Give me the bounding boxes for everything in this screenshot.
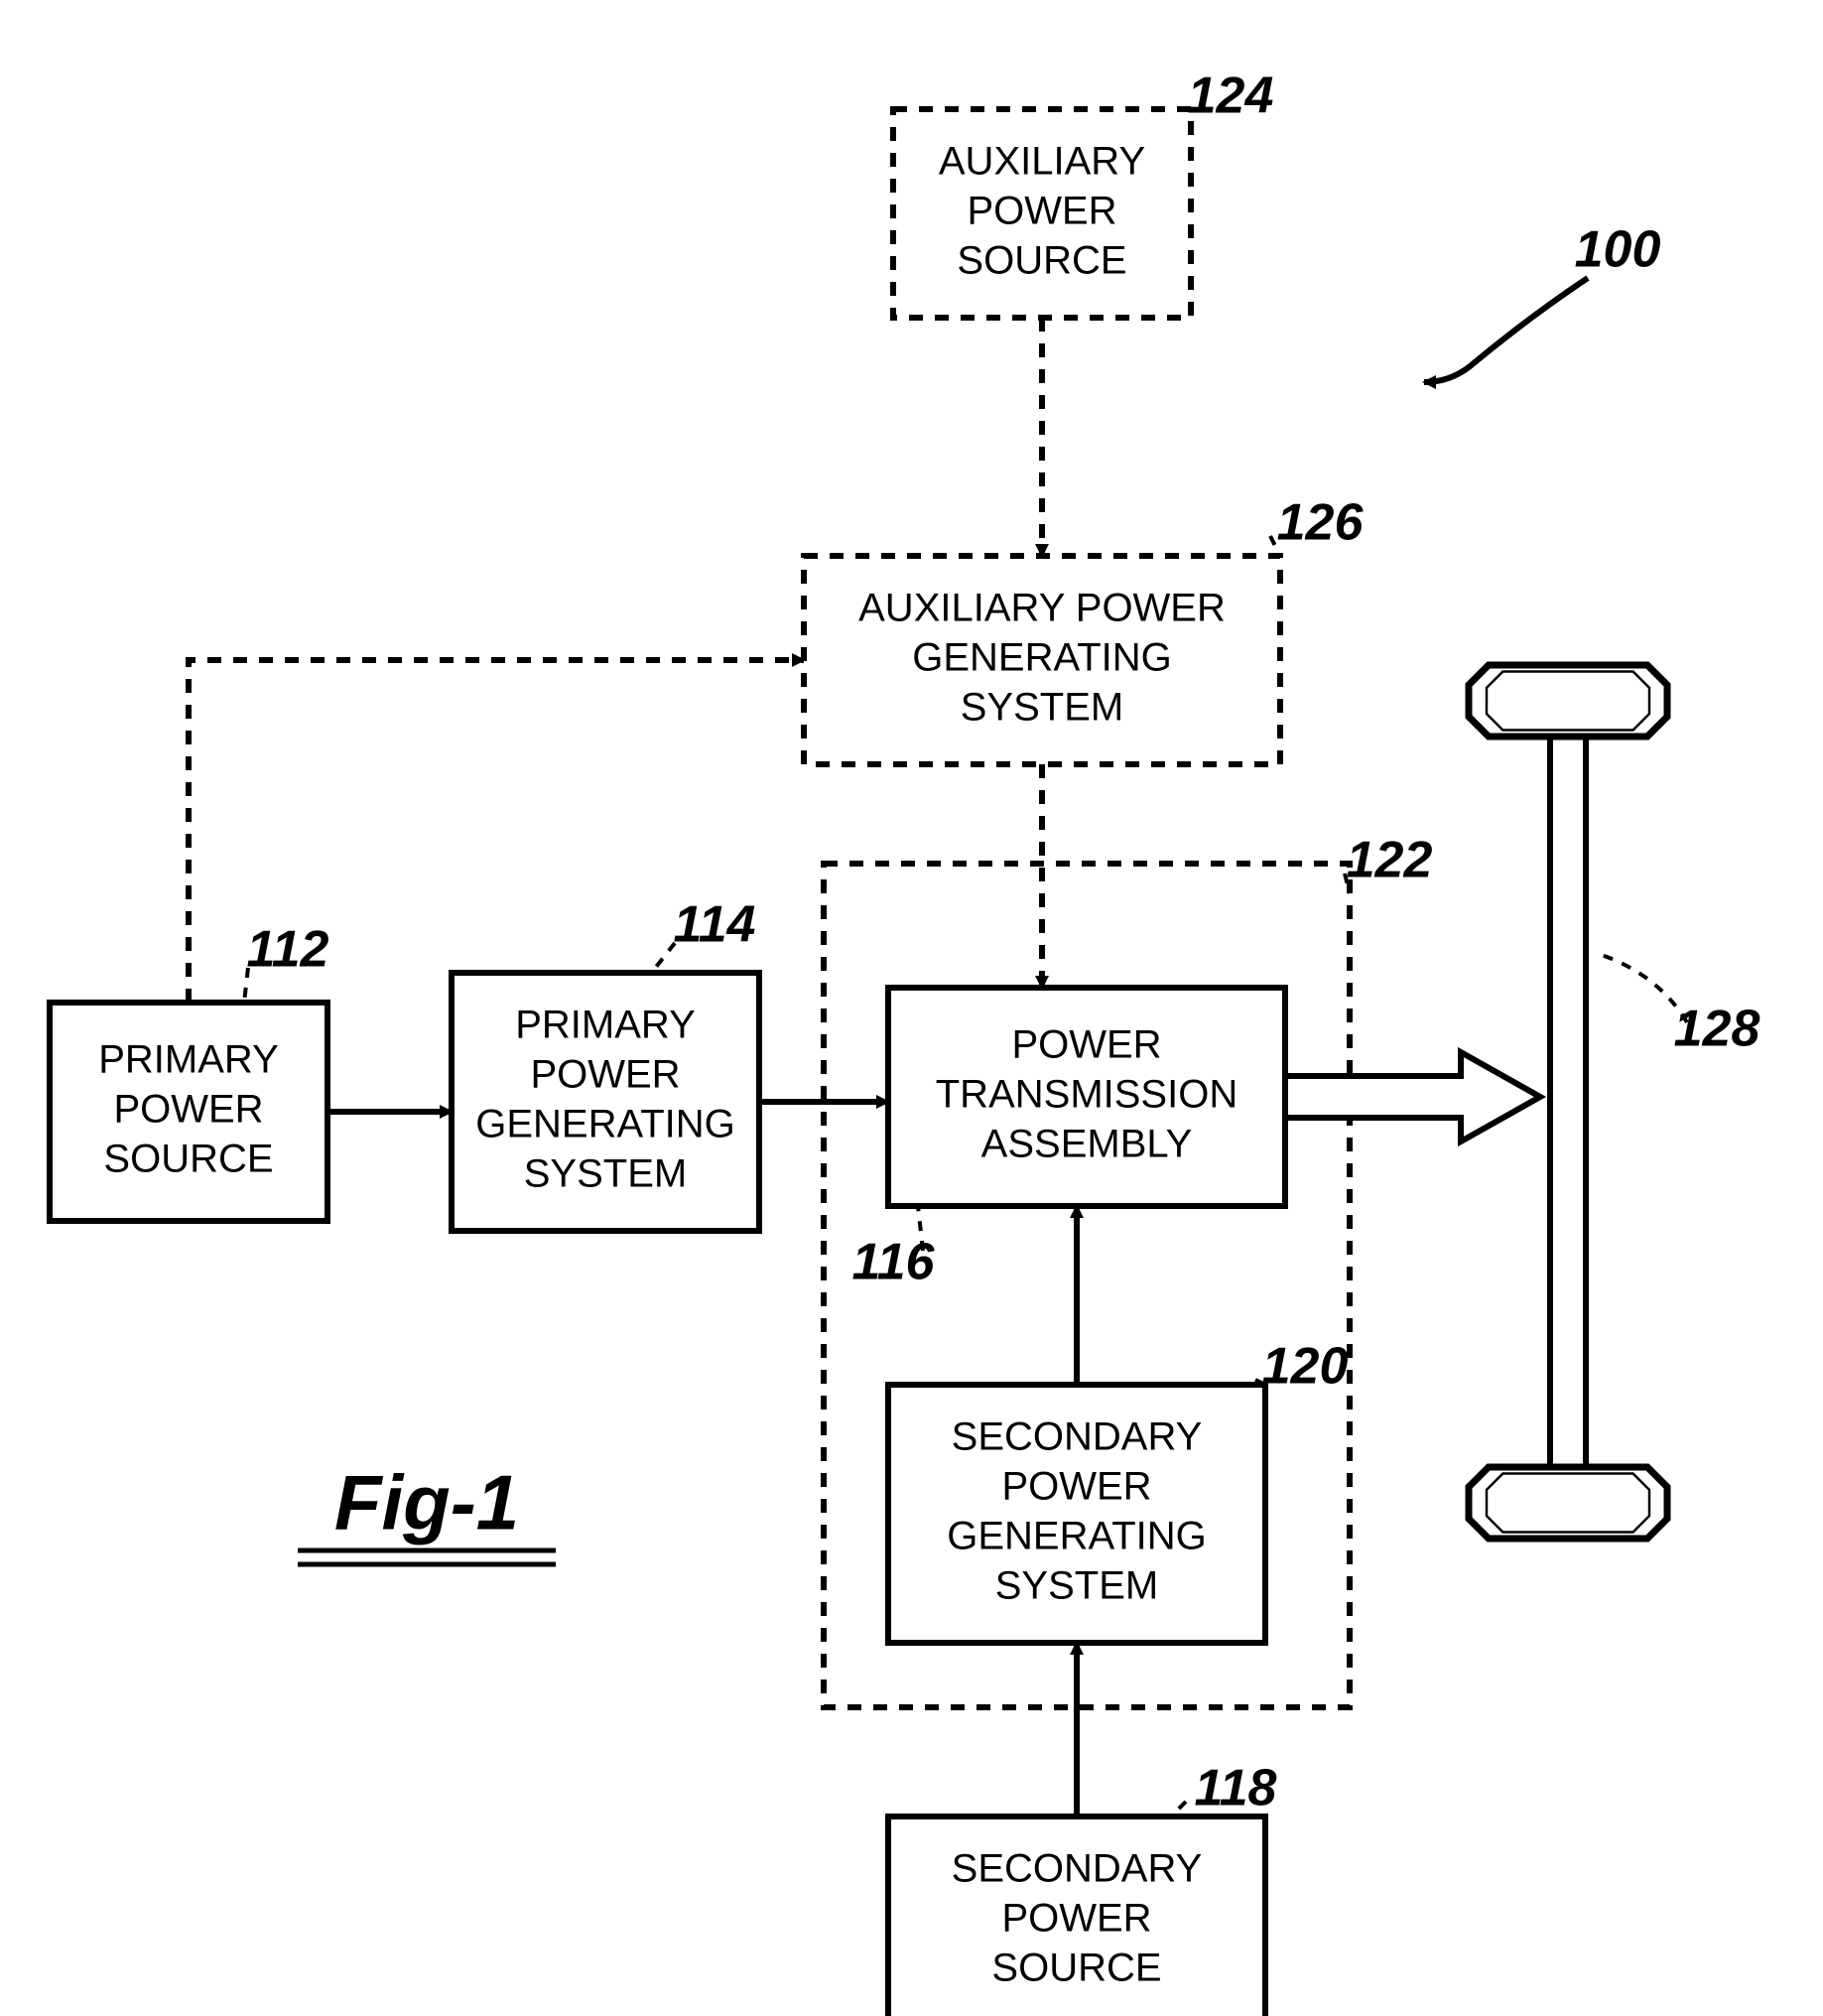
primary-power-source: PRIMARY POWER SOURCE [50,1003,327,1221]
ref-122: 122 [1347,832,1433,889]
primary-power-generating-system: PRIMARY POWER GENERATING SYSTEM [452,973,759,1231]
aux-power-generating-system-label: GENERATING [912,636,1172,680]
output-block-arrow [1285,1052,1540,1142]
ref-120: 120 [1262,1338,1349,1396]
primary-power-generating-system-label: POWER [530,1053,680,1097]
power-transmission-assembly-label: POWER [1011,1023,1161,1067]
power-transmission-assembly-label: TRANSMISSION [936,1073,1237,1117]
ref-124: 124 [1188,67,1274,125]
block-diagram: AUXILIARY POWER SOURCE AUXILIARY POWER GENER… [0,0,1823,2016]
secondary-power-generating-system-label: SECONDARY [952,1415,1203,1459]
secondary-power-generating-system-label: SYSTEM [995,1564,1158,1608]
aux-power-generating-system-label: AUXILIARY POWER [858,587,1226,630]
leader-line [652,943,676,973]
primary-power-source-label: POWER [113,1088,263,1132]
ref-112: 112 [247,921,329,979]
secondary-power-source-label: POWER [1001,1897,1151,1941]
axle-shaft [1550,701,1586,1503]
ref-128: 128 [1674,1001,1760,1058]
primary-power-generating-system-label: GENERATING [475,1103,735,1146]
secondary-power-generating-system: SECONDARY POWER GENERATING SYSTEM [888,1385,1265,1643]
aux-power-source: AUXILIARY POWER SOURCE [893,109,1191,318]
primary-power-source-label: SOURCE [103,1138,273,1181]
aux-power-source-label: SOURCE [957,239,1126,283]
aux-power-source-label: POWER [967,190,1116,233]
ref-116: 116 [852,1234,936,1291]
aux-power-source-label: AUXILIARY [939,140,1145,184]
ref-100: 100 [1575,221,1661,279]
primary-power-generating-system-label: PRIMARY [515,1004,696,1047]
aux-power-generating-system: AUXILIARY POWER GENERATING SYSTEM [804,556,1280,764]
figure-label: Fig-1 [334,1459,519,1546]
secondary-power-source-label: SECONDARY [952,1847,1203,1891]
system-ref-arrow [1424,278,1588,382]
primary-power-source-label: PRIMARY [98,1038,279,1082]
secondary-power-source: SECONDARY POWER SOURCE [888,1816,1265,2016]
aux-power-generating-system-label: SYSTEM [961,686,1123,730]
ref-126: 126 [1277,494,1365,552]
ref-114: 114 [674,896,756,954]
ref-118: 118 [1195,1760,1277,1817]
power-transmission-assembly: POWER TRANSMISSION ASSEMBLY [888,988,1285,1206]
secondary-power-generating-system-label: POWER [1001,1465,1151,1509]
primary-power-generating-system-label: SYSTEM [524,1152,687,1196]
secondary-power-source-label: SOURCE [991,1947,1161,1990]
secondary-power-generating-system-label: GENERATING [947,1515,1207,1558]
power-transmission-assembly-label: ASSEMBLY [981,1123,1193,1166]
